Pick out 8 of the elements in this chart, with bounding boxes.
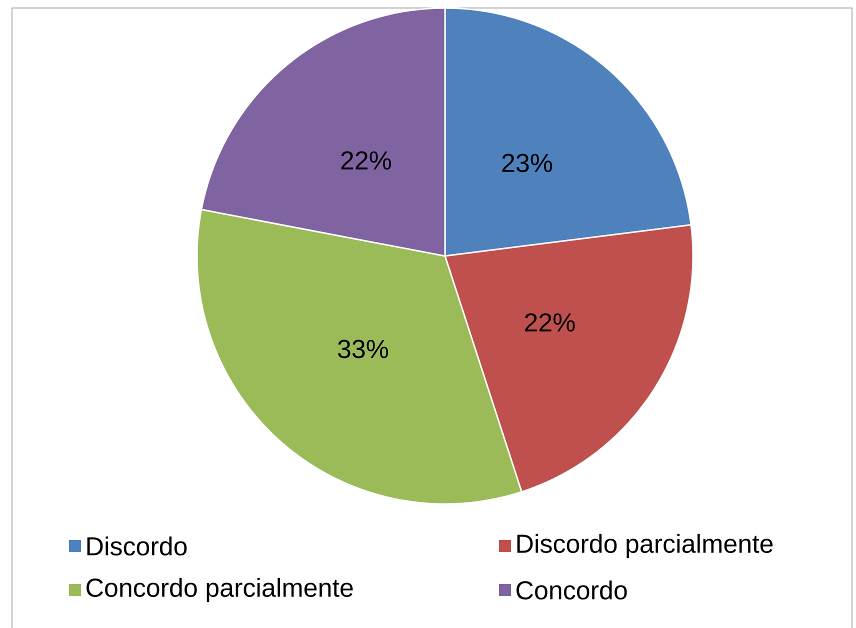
data-label: 22%	[524, 313, 575, 332]
legend-label: Discordo	[87, 536, 187, 556]
legend-label: Discordo parcialmente	[517, 534, 773, 558]
legend-label: Concordo	[516, 580, 627, 600]
data-label: 22%	[341, 151, 392, 170]
data-label: 23%	[502, 154, 552, 172]
data-label: 33%	[338, 340, 388, 358]
legend-label: Concordo parcialmente	[86, 578, 353, 602]
